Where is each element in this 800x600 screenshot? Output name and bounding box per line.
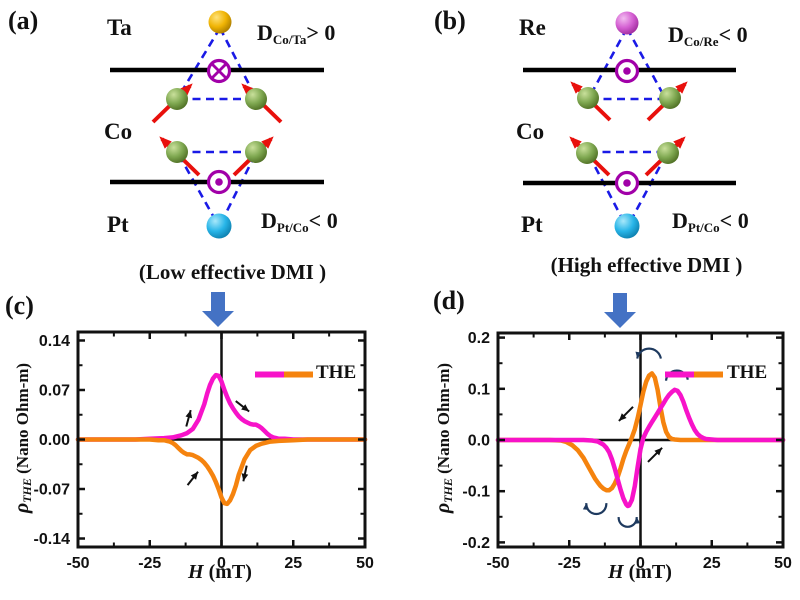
svg-text:0.07: 0.07 [39, 382, 70, 399]
co-atom-sphere [659, 87, 681, 109]
rho-subscript: THE [441, 478, 455, 503]
svg-text:0: 0 [217, 555, 226, 572]
panel-a-caption: (Low effective DMI ) [138, 260, 327, 284]
svg-text:50: 50 [356, 555, 374, 572]
rho-symbol: ρ [432, 502, 454, 514]
dmi-sign: < 0 [308, 208, 338, 233]
co-atom-sphere [576, 142, 598, 164]
stack-diagram-re-co-pt [523, 11, 736, 239]
co-atom-sphere [657, 142, 679, 164]
dmi-subscript: Co/Re [683, 34, 719, 49]
down-arrow-icon [202, 292, 234, 327]
y-axis-label-c: ρTHE (Nano Ohm-m) [11, 338, 34, 538]
svg-text:0.1: 0.1 [468, 381, 490, 398]
svg-text:-50: -50 [66, 555, 89, 572]
legend-the-c: THE [316, 362, 357, 383]
rho-symbol: ρ [11, 502, 33, 514]
layer-label-co-b: Co [516, 119, 545, 144]
y-axis-unit: (Nano Ohm-m) [13, 362, 32, 479]
dmi-symbol: D [261, 208, 277, 233]
svg-text:0.14: 0.14 [39, 333, 70, 350]
svg-text:-0.1: -0.1 [462, 484, 490, 501]
dmi-label-co-re: DCo/Re< 0 [668, 22, 748, 49]
the-resistivity-chart-low-dmi: -50 -25 0 25 50 0.14 0.07 0.00 -0.07 -0.14 [34, 330, 374, 572]
dmi-subscript: Co/Ta [272, 32, 307, 47]
svg-text:25: 25 [703, 555, 721, 572]
svg-text:25: 25 [284, 555, 302, 572]
svg-text:-0.07: -0.07 [34, 482, 71, 499]
panel-a: (a) Ta Co Pt DCo/Ta> 0 DPt/Co< 0 (Low ef… [0, 0, 400, 290]
panel-b: (b) Re Co Pt DCo/Re< 0 DPt/Co< 0 (High e… [400, 0, 800, 290]
panel-d: -50 -25 0 25 50 0.2 0.1 0.0 -0.1 -0.2 (d) THE H (… [400, 286, 800, 600]
dmi-symbol: D [672, 208, 688, 233]
panel-b-tag: (b) [434, 6, 466, 35]
dmi-vector-out-of-page-icon [614, 58, 640, 84]
panel-b-caption: (High effective DMI ) [550, 253, 743, 277]
ta-atom-sphere [208, 10, 232, 34]
panel-d-tag: (d) [433, 286, 465, 315]
x-axis-unit: (mT) [623, 561, 672, 583]
dmi-vector-out-of-page-icon [614, 170, 640, 196]
down-arrow-icon [604, 293, 636, 328]
svg-text:-0.14: -0.14 [34, 531, 71, 548]
dmi-symbol: D [668, 22, 684, 47]
panel-c: -50 -25 0 25 50 0.14 0.07 0.00 -0.07 -0.14 (c) TH… [0, 290, 400, 600]
panel-a-tag: (a) [8, 6, 39, 35]
dmi-label-pt-co-b: DPt/Co< 0 [672, 208, 749, 235]
svg-text:-0.2: -0.2 [462, 535, 490, 552]
x-axis-label-c: H (mT) [140, 562, 300, 582]
re-atom-sphere [615, 11, 639, 35]
svg-text:50: 50 [774, 555, 792, 572]
dmi-symbol: D [257, 20, 273, 45]
svg-text:0.0: 0.0 [468, 433, 490, 450]
dmi-subscript: Pt/Co [687, 220, 720, 235]
layer-label-co-a: Co [104, 119, 133, 144]
layer-label-pt-a: Pt [107, 212, 129, 237]
dmi-subscript: Pt/Co [276, 220, 309, 235]
dmi-vector-into-page-icon [206, 58, 232, 84]
co-atom-sphere [166, 88, 188, 110]
co-atom-sphere [166, 141, 188, 163]
co-atom-sphere [577, 87, 599, 109]
x-axis-symbol: H [188, 561, 204, 583]
x-axis-unit: (mT) [203, 561, 252, 583]
dmi-sign: < 0 [719, 208, 749, 233]
the-resistivity-chart-high-dmi: -50 -25 0 25 50 0.2 0.1 0.0 -0.1 -0.2 [462, 330, 792, 572]
x-axis-symbol: H [608, 561, 624, 583]
co-atom-sphere [245, 88, 267, 110]
svg-text:0.00: 0.00 [39, 432, 70, 449]
x-axis-label-d: H (mT) [560, 562, 720, 582]
panel-c-tag: (c) [5, 291, 34, 320]
dmi-label-co-ta: DCo/Ta> 0 [257, 20, 336, 47]
svg-text:-25: -25 [558, 555, 581, 572]
dmi-vector-out-of-page-icon [206, 169, 232, 195]
layer-label-ta: Ta [107, 15, 132, 40]
rho-subscript: THE [20, 478, 34, 503]
dmi-sign: > 0 [306, 20, 336, 45]
pt-atom-sphere [614, 213, 640, 239]
svg-text:0: 0 [636, 555, 645, 572]
y-axis-unit: (Nano Ohm-m) [434, 362, 453, 479]
layer-label-re: Re [519, 15, 546, 40]
legend-the-d: THE [727, 362, 768, 383]
co-atom-sphere [245, 141, 267, 163]
svg-text:0.2: 0.2 [468, 330, 490, 347]
dmi-label-pt-co-a: DPt/Co< 0 [261, 208, 338, 235]
svg-text:-25: -25 [138, 555, 161, 572]
pt-atom-sphere [206, 213, 232, 239]
svg-text:-50: -50 [486, 555, 509, 572]
layer-label-pt-b: Pt [521, 212, 543, 237]
stack-diagram-ta-co-pt [110, 10, 324, 239]
y-axis-label-d: ρTHE (Nano Ohm-m) [432, 338, 455, 538]
dmi-sign: < 0 [718, 22, 748, 47]
